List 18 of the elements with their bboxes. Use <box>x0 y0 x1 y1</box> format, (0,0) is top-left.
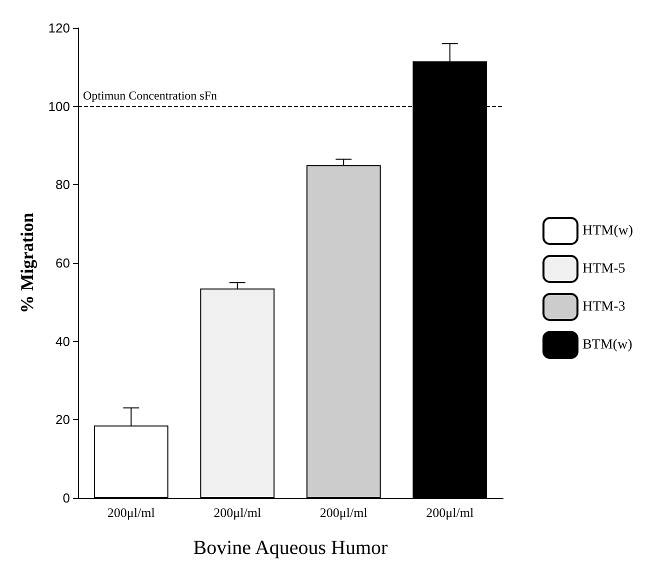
y-tick-label: 120 <box>48 20 70 36</box>
y-tick-label: 80 <box>56 177 70 192</box>
legend-label: HTM(w) <box>582 224 634 238</box>
y-tick-label: 100 <box>48 98 70 114</box>
x-tick-label: 200μl/ml <box>107 505 156 520</box>
x-axis-title: Bovine Aqueous Humor <box>193 537 388 559</box>
y-axis-title: % Migration <box>17 212 37 314</box>
y-tick-label: 20 <box>56 412 70 428</box>
y-tick-label: 40 <box>56 334 70 349</box>
legend-label: BTM(w) <box>582 338 633 352</box>
ref-line-label: Optimun Concentration sFn <box>83 88 217 102</box>
y-tick-label: 0 <box>62 490 70 506</box>
legend-label: HTM-5 <box>582 262 626 276</box>
y-tick-label: 60 <box>56 256 70 270</box>
x-tick-label: 200μl/ml <box>320 505 368 520</box>
legend-label: HTM-3 <box>582 300 626 314</box>
x-tick-label: 200μl/ml <box>426 505 474 520</box>
x-tick-label: 200μl/ml <box>214 505 262 520</box>
